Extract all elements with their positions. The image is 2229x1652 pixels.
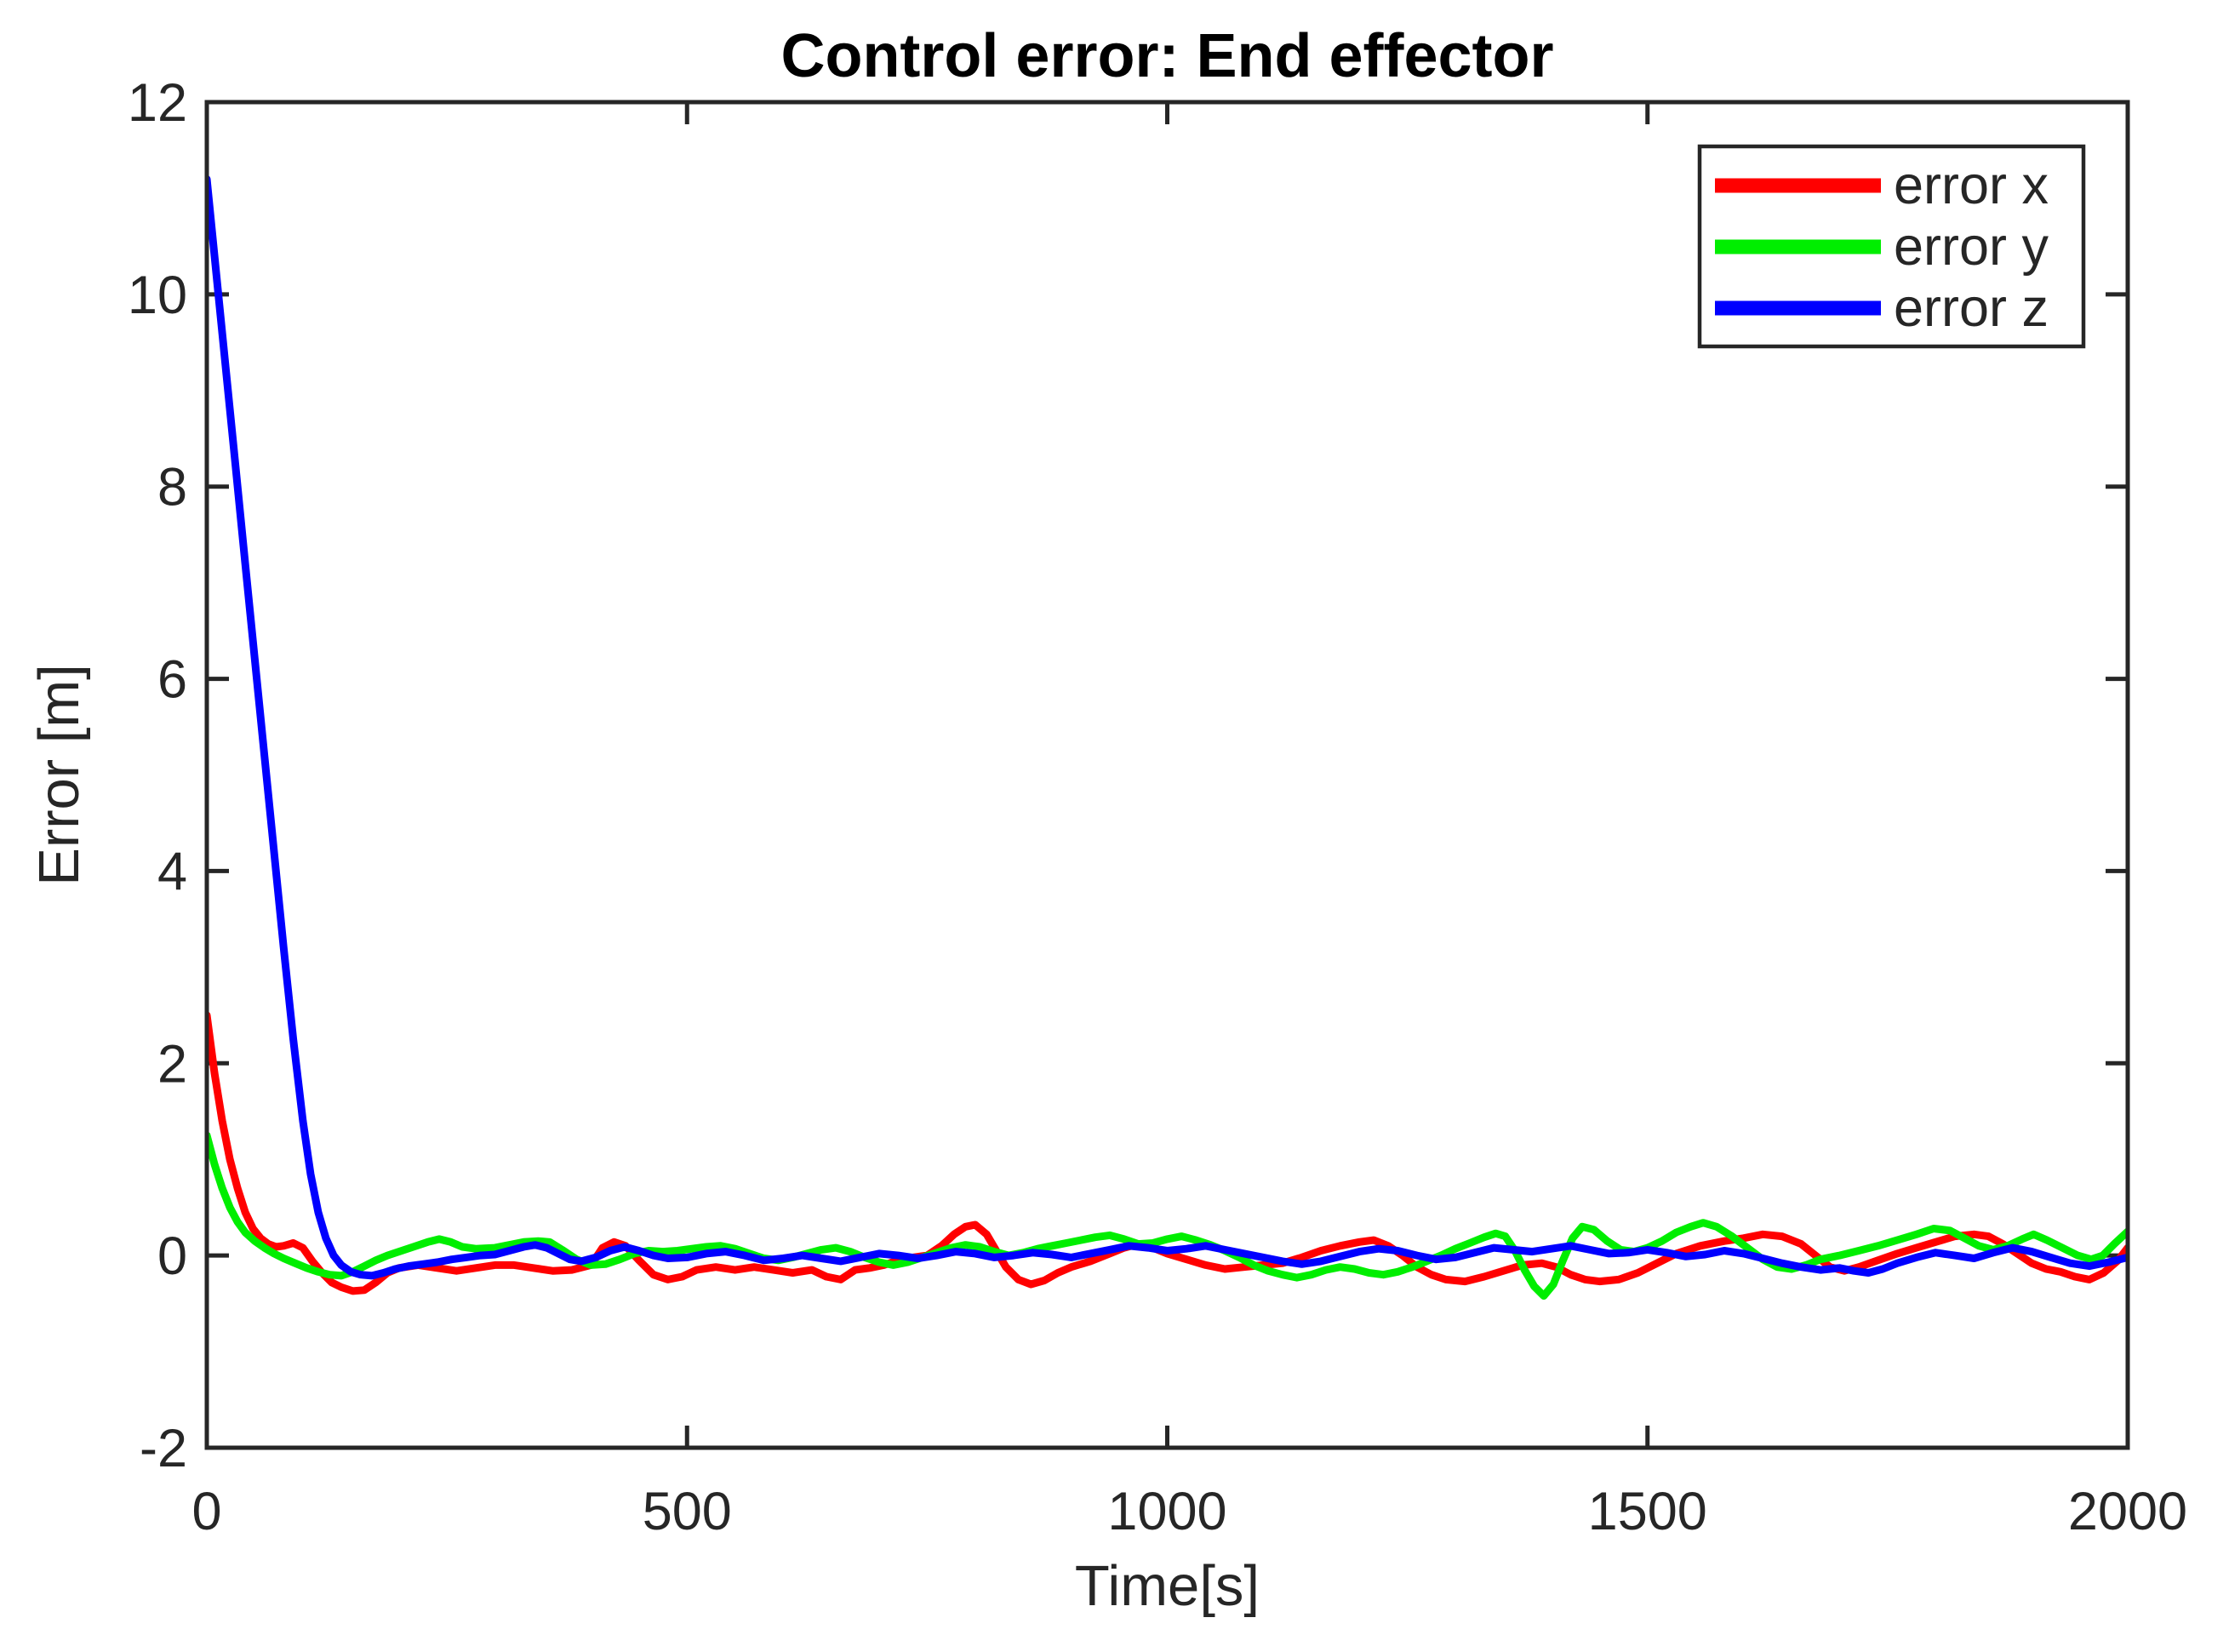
x-tick-label: 1500	[1588, 1482, 1707, 1541]
legend-label-error-z: error z	[1894, 278, 2049, 338]
x-tick-label: 1000	[1107, 1482, 1226, 1541]
y-tick-label: 6	[157, 650, 187, 710]
y-tick-label: 4	[157, 842, 187, 901]
plot-series-group	[207, 174, 2128, 1300]
y-tick-label: 8	[157, 458, 187, 517]
legend-label-error-x: error x	[1894, 156, 2049, 215]
series-error-z	[207, 174, 2128, 1280]
chart-title: Control error: End effector	[780, 22, 1553, 90]
x-tick-label: 0	[191, 1482, 221, 1541]
y-tick-label: 2	[157, 1034, 187, 1094]
legend-label-error-y: error y	[1894, 217, 2049, 277]
plot-border	[204, 100, 2130, 1450]
y-tick-label: 0	[157, 1226, 187, 1286]
y-axis-label: Error [m]	[27, 664, 91, 886]
x-tick-label: 500	[643, 1482, 732, 1541]
y-tick-label: 10	[128, 266, 187, 325]
x-tick-label: 2000	[2068, 1482, 2187, 1541]
y-tick-label: 12	[128, 73, 187, 133]
y-tick-label: -2	[140, 1419, 187, 1478]
x-axis-label: Time[s]	[1075, 1554, 1260, 1618]
